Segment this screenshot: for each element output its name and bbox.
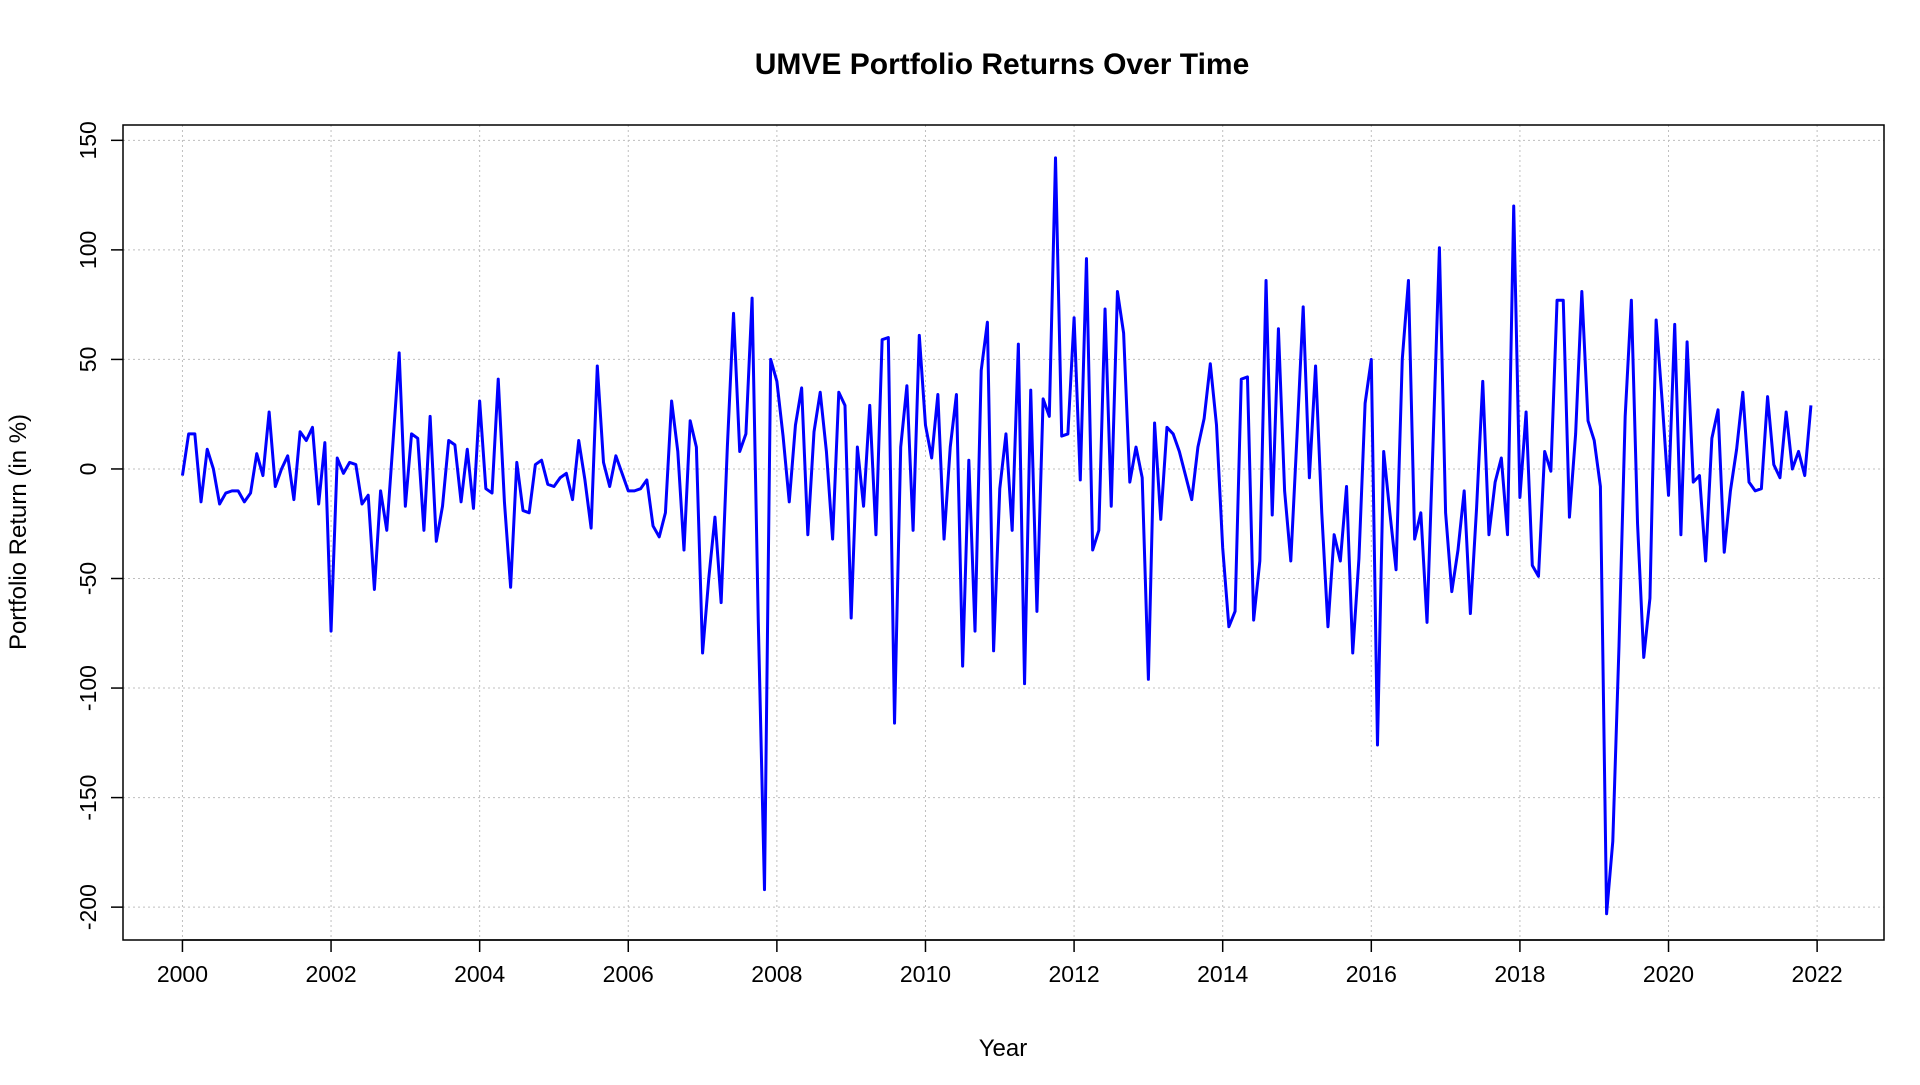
chart-title: UMVE Portfolio Returns Over Time	[755, 48, 1250, 81]
x-tick-label: 2012	[1049, 961, 1100, 987]
x-tick-label: 2000	[157, 961, 208, 987]
x-axis: 2000 2002 2004 2006 2008 2010 2012 2014 2016 2018…	[157, 939, 1843, 987]
y-tick-label: 50	[75, 347, 101, 373]
y-tick-label: -50	[75, 562, 101, 595]
y-tick-label: -100	[75, 665, 101, 711]
y-tick-label: 150	[75, 121, 101, 159]
y-tick-label: -150	[75, 775, 101, 821]
x-tick-label: 2018	[1494, 961, 1545, 987]
x-tick-label: 2008	[751, 961, 802, 987]
x-tick-label: 2002	[305, 961, 356, 987]
x-axis-label: Year	[979, 1035, 1028, 1062]
x-tick-label: 2022	[1792, 961, 1843, 987]
x-tick-label: 2020	[1643, 961, 1694, 987]
x-tick-label: 2004	[454, 961, 505, 987]
plot-frame	[122, 124, 1885, 941]
x-tick-label: 2010	[900, 961, 951, 987]
series-layer	[180, 156, 1813, 916]
series-line	[180, 156, 1813, 916]
x-tick-label: 2014	[1197, 961, 1248, 987]
y-tick-label: -200	[75, 884, 101, 930]
x-tick-label: 2006	[603, 961, 654, 987]
y-tick-label: 100	[75, 231, 101, 269]
grid	[123, 125, 1884, 940]
y-axis: -200 -150 -100 -50 0 50 100 150	[75, 121, 123, 930]
x-tick-label: 2016	[1346, 961, 1397, 987]
y-axis-label: Portfolio Return (in %)	[5, 414, 32, 650]
y-tick-label: 0	[75, 463, 101, 476]
